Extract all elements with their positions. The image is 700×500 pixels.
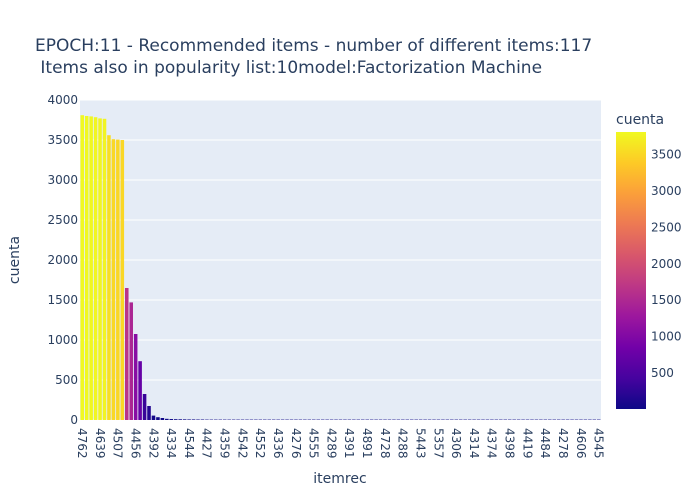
bar (116, 139, 120, 420)
x-tick-label: 4639 (93, 428, 107, 459)
bar (182, 419, 187, 420)
bar (89, 116, 93, 421)
bar (102, 118, 107, 421)
x-tick-label: 4306 (449, 428, 463, 459)
x-tick-label: 4314 (467, 428, 481, 459)
x-tick-label: 4555 (307, 428, 321, 459)
x-tick-label: 4427 (200, 428, 214, 459)
x-tick-label: 4545 (592, 428, 606, 459)
colorbar-tick-labels: 500 1000 1500 2000 2500 3000 3500 (651, 148, 682, 380)
bar (169, 419, 174, 420)
x-tick-label: 4456 (128, 428, 142, 459)
bar (80, 115, 85, 420)
bar (84, 116, 89, 420)
y-tick-label: 500 (55, 373, 78, 387)
x-tick-label: 4288 (396, 428, 410, 459)
x-tick-label: 4359 (218, 428, 232, 459)
x-tick-label: 4398 (503, 428, 517, 459)
bar (151, 415, 156, 420)
x-tick-label: 4606 (574, 428, 588, 459)
x-tick-label: 4391 (342, 428, 356, 459)
bar (187, 419, 191, 420)
colorbar-tick-label: 2000 (651, 257, 682, 271)
y-tick-label: 4000 (47, 93, 78, 107)
colorbar (616, 132, 646, 409)
bar (93, 117, 98, 420)
x-tick-label: 4392 (146, 428, 160, 459)
x-tick-label: 4484 (538, 428, 552, 459)
y-tick-label: 3500 (47, 133, 78, 147)
x-tick-label: 4891 (360, 428, 374, 459)
x-tick-label: 5357 (431, 428, 445, 459)
y-tick-label: 2500 (47, 213, 78, 227)
bar (129, 302, 133, 420)
x-tick-label: 4278 (556, 428, 570, 459)
colorbar-tick-label: 1500 (651, 293, 682, 307)
x-tick-label: 5443 (413, 428, 427, 459)
bar (107, 135, 111, 420)
y-axis-title: cuenta (7, 236, 23, 284)
x-tick-label: 4289 (324, 428, 338, 459)
colorbar-tick-label: 3500 (651, 148, 682, 162)
bars (80, 115, 601, 421)
y-tick-label: 0 (70, 413, 78, 427)
bar (138, 361, 142, 420)
chart-title: EPOCH:11 - Recommended items - number of… (35, 36, 592, 56)
bar (98, 118, 102, 421)
bar (111, 139, 116, 420)
y-tick-label: 1500 (47, 293, 78, 307)
colorbar-tick-label: 500 (651, 366, 674, 380)
bar (120, 140, 125, 420)
colorbar-tick-label: 3000 (651, 184, 682, 198)
x-tick-label: 4728 (378, 428, 392, 459)
x-tick-label: 4336 (271, 428, 285, 459)
x-tick-label: 4542 (235, 428, 249, 459)
x-tick-label: 4507 (111, 428, 125, 459)
bar (156, 417, 160, 420)
chart-subtitle: Items also in popularity list:10model:Fa… (35, 58, 542, 78)
bar (133, 334, 138, 420)
bar (160, 418, 165, 420)
x-tick-label: 4552 (253, 428, 267, 459)
y-tick-labels: 0 500 1000 1500 2000 2500 3000 3500 4000 (47, 93, 78, 427)
colorbar-tick-label: 1000 (651, 330, 682, 344)
bar (191, 419, 196, 420)
x-tick-label: 4762 (75, 428, 89, 459)
bar (142, 394, 147, 420)
x-axis-title: itemrec (313, 471, 366, 487)
bar (178, 419, 182, 420)
bar (173, 419, 178, 420)
bar (165, 418, 169, 420)
x-tick-labels: 4762 4639 4507 4456 4392 4334 4544 4427 4359 4542… (75, 428, 606, 459)
colorbar-tick-label: 2500 (651, 220, 682, 234)
x-tick-label: 4276 (289, 428, 303, 459)
bar (124, 288, 129, 420)
colorbar-title: cuenta (616, 112, 664, 128)
x-tick-label: 4374 (485, 428, 499, 459)
bar (147, 406, 151, 420)
y-tick-label: 1000 (47, 333, 78, 347)
x-tick-label: 4544 (182, 428, 196, 459)
x-tick-label: 4334 (164, 428, 178, 459)
y-tick-label: 2000 (47, 253, 78, 267)
x-tick-label: 4419 (520, 428, 534, 459)
y-tick-label: 3000 (47, 173, 78, 187)
